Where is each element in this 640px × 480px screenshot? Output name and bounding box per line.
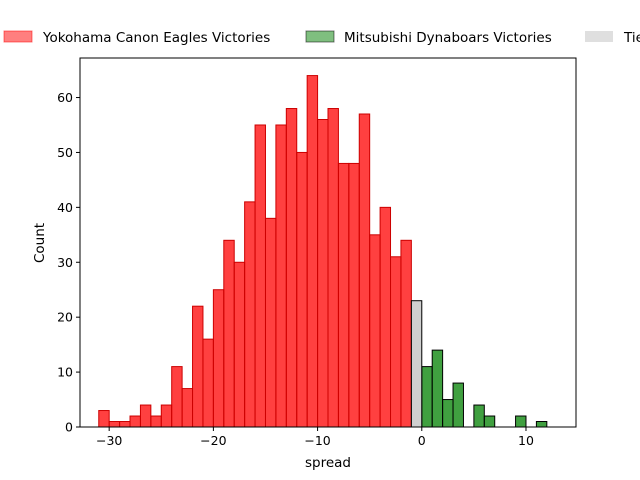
x-tick-label: −30 <box>96 433 122 448</box>
histogram-bar <box>317 119 329 428</box>
histogram-bar <box>327 108 339 428</box>
x-tick-label: 0 <box>418 433 426 448</box>
histogram-bar <box>233 261 246 428</box>
legend-swatch-eagles <box>3 30 33 43</box>
y-tick-label: 10 <box>57 365 73 380</box>
histogram-bar <box>369 234 381 428</box>
histogram-bar <box>473 404 485 428</box>
histogram-bar <box>254 124 266 428</box>
histogram-bar <box>390 256 402 428</box>
y-tick-label: 0 <box>65 420 73 435</box>
histogram-bar <box>264 217 277 428</box>
y-tick-label: 40 <box>57 200 73 215</box>
histogram-bar <box>535 421 548 428</box>
legend-label-tie: Tie <box>623 30 640 46</box>
histogram-bar <box>202 338 214 428</box>
histogram-bar <box>212 289 225 428</box>
histogram-bar <box>119 421 131 428</box>
plot-area-frame <box>79 57 577 428</box>
histogram-bar <box>192 305 204 428</box>
x-axis: −30 −20 −10 0 10 <box>96 427 534 448</box>
histogram-bar <box>410 300 423 428</box>
bars-group <box>98 75 548 428</box>
histogram-bar <box>160 404 173 428</box>
histogram-bar <box>244 201 256 428</box>
histogram-bar <box>306 75 319 428</box>
histogram-bar <box>442 399 454 428</box>
x-tick-label: −20 <box>200 433 226 448</box>
legend-label-eagles: Yokohama Canon Eagles Victories <box>42 30 270 46</box>
histogram-bar <box>275 124 287 428</box>
y-tick-label: 50 <box>57 145 73 160</box>
legend: Yokohama Canon Eagles Victories Mitsubis… <box>3 30 640 46</box>
histogram-bar <box>171 366 183 428</box>
histogram-bar <box>129 415 141 428</box>
histogram-bar <box>181 388 194 428</box>
x-axis-label: spread <box>305 455 351 471</box>
y-axis: 0 10 20 30 40 50 60 <box>57 90 80 435</box>
y-tick-label: 20 <box>57 310 73 325</box>
y-tick-label: 30 <box>57 255 73 270</box>
x-tick-label: −10 <box>304 433 330 448</box>
histogram-bar <box>98 410 110 428</box>
histogram-bar <box>337 162 350 428</box>
histogram-bar <box>515 415 527 428</box>
histogram-bar <box>348 162 360 428</box>
legend-label-dynaboars: Mitsubishi Dynaboars Victories <box>344 30 552 46</box>
histogram-bar <box>431 349 444 428</box>
histogram-bar <box>400 239 412 428</box>
histogram-bar <box>285 108 298 428</box>
histogram-bar <box>108 421 121 428</box>
legend-swatch-dynaboars <box>305 30 335 43</box>
y-tick-label: 60 <box>57 90 73 105</box>
histogram-bar <box>358 113 371 428</box>
histogram-bar <box>421 366 433 428</box>
histogram-bar <box>452 382 464 428</box>
histogram-bar <box>139 404 152 428</box>
histogram-bar <box>379 206 392 428</box>
histogram-bar <box>483 415 496 428</box>
y-axis-label: Count <box>32 223 48 263</box>
histogram-bar <box>223 239 235 428</box>
legend-swatch-tie <box>585 31 613 42</box>
x-tick-label: 10 <box>518 433 534 448</box>
histogram-bar <box>296 151 308 428</box>
histogram-bar <box>150 415 162 428</box>
